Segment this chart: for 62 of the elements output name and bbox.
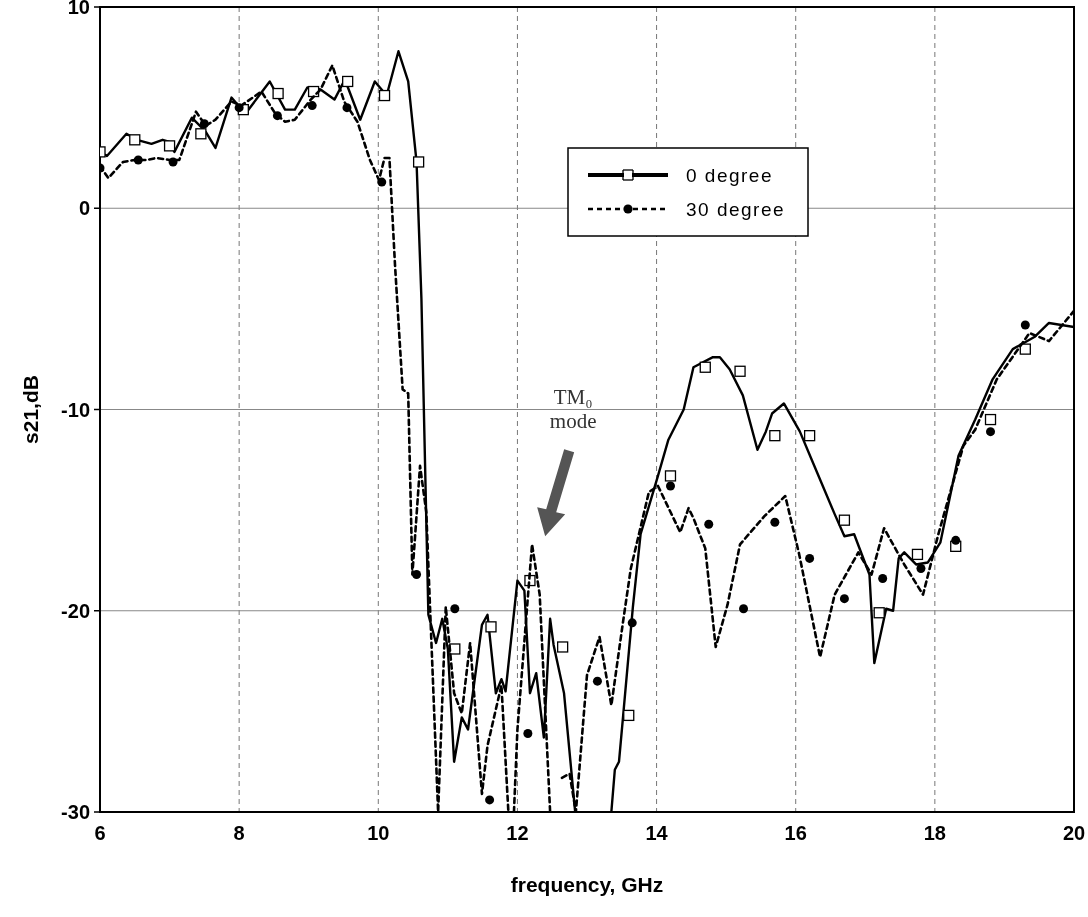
- point: [739, 604, 749, 614]
- y-axis-title: s21,dB: [19, 375, 42, 444]
- x-tick-label: 12: [506, 822, 529, 844]
- point: [592, 676, 602, 686]
- point: [770, 517, 780, 527]
- point: [984, 413, 997, 426]
- point: [916, 563, 926, 573]
- point: [665, 481, 675, 491]
- x-tick-label: 10: [367, 822, 390, 844]
- point: [163, 140, 176, 152]
- y-tick-label: 10: [67, 0, 90, 18]
- x-tick-label: 18: [923, 822, 946, 844]
- point: [557, 641, 569, 653]
- point: [803, 430, 816, 442]
- point: [664, 470, 677, 482]
- point: [986, 427, 996, 437]
- legend-label: 0 degree: [686, 164, 774, 186]
- point: [342, 75, 354, 88]
- point: [272, 111, 282, 121]
- point: [485, 621, 497, 633]
- point: [734, 365, 746, 377]
- point: [450, 604, 460, 614]
- y-tick-label: 0: [78, 197, 90, 220]
- x-tick-label: 6: [94, 822, 106, 844]
- x-tick-label: 20: [1062, 822, 1086, 844]
- point: [704, 519, 714, 529]
- point: [805, 553, 815, 563]
- point: [234, 103, 244, 113]
- point: [133, 155, 143, 165]
- point: [911, 548, 924, 561]
- y-tick-label: -20: [61, 599, 90, 622]
- point: [878, 574, 888, 584]
- point: [873, 607, 885, 619]
- x-tick-label: 16: [784, 822, 807, 844]
- point: [839, 594, 849, 604]
- point: [272, 87, 284, 100]
- x-tick-label: 8: [233, 822, 245, 844]
- point: [485, 795, 495, 805]
- point: [1020, 320, 1030, 330]
- point: [769, 430, 781, 442]
- point: [129, 134, 141, 146]
- y-tick-label: -10: [61, 398, 90, 421]
- point: [412, 156, 425, 168]
- point: [195, 128, 207, 140]
- point: [951, 535, 961, 545]
- point: [377, 177, 387, 187]
- point: [838, 514, 851, 526]
- x-axis-title: frequency, GHz: [510, 873, 664, 896]
- y-tick-label: -30: [61, 801, 90, 823]
- point: [307, 101, 317, 111]
- point: [199, 119, 209, 129]
- point: [523, 729, 533, 739]
- point: [168, 157, 178, 167]
- point: [627, 618, 637, 628]
- legend-label: 30 degree: [686, 198, 786, 220]
- point: [623, 709, 635, 722]
- point: [412, 570, 422, 580]
- point: [699, 361, 711, 373]
- annotation: TM₀ mode: [549, 385, 597, 434]
- point: [342, 103, 352, 113]
- point: [378, 89, 391, 102]
- x-tick-label: 14: [645, 822, 669, 844]
